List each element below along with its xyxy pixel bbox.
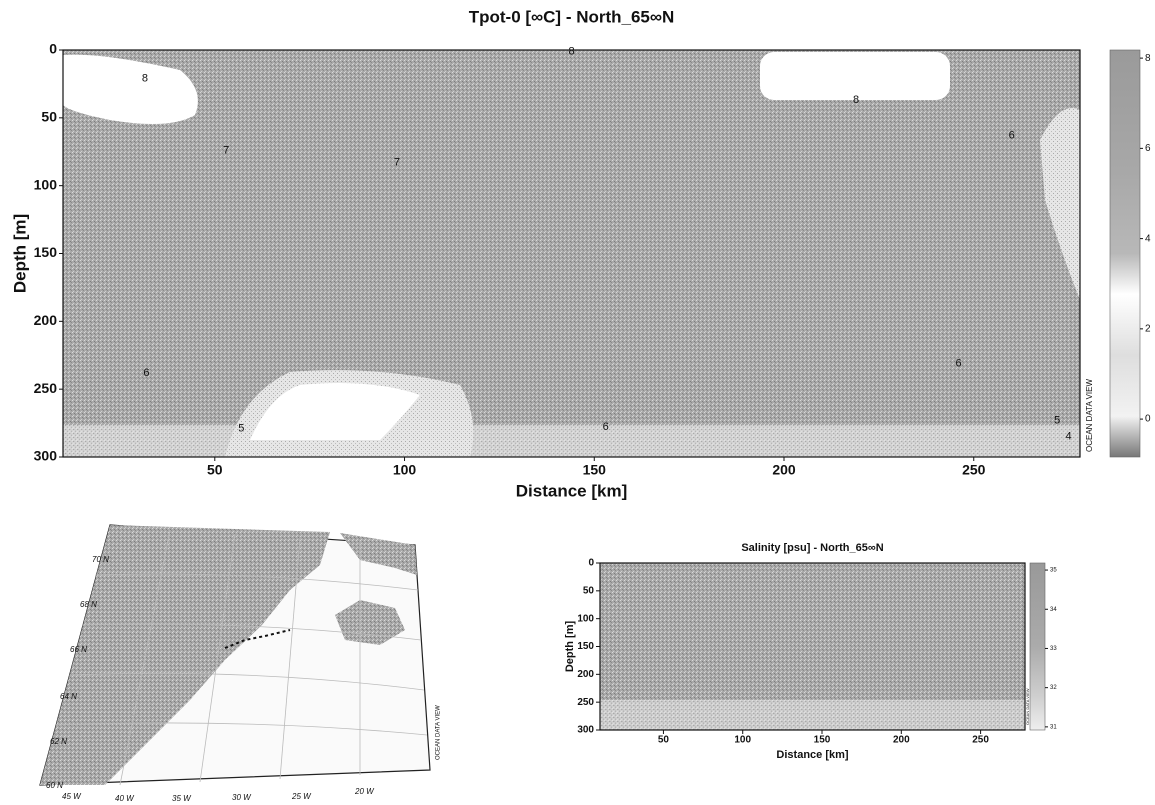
colorbar-tick-label: 8	[1145, 53, 1151, 64]
y-tick-label: 150	[34, 244, 58, 260]
y-tick-label: 300	[577, 725, 594, 736]
y-axis-label: Depth [m]	[564, 621, 576, 673]
y-tick-label: 300	[34, 448, 58, 464]
y-tick-label: 200	[34, 312, 58, 328]
colorbar-tick-label: 2	[1145, 323, 1151, 334]
colorbar	[1029, 562, 1046, 731]
map-lat-label: 64 N	[60, 692, 77, 701]
map	[39, 524, 431, 786]
y-tick-label: 100	[577, 613, 594, 624]
x-axis-label: Distance [km]	[776, 749, 848, 761]
contour-label: 6	[956, 357, 962, 369]
map-lat-label: 66 N	[70, 645, 87, 654]
x-tick-label: 50	[658, 735, 670, 746]
y-tick-label: 0	[588, 558, 594, 569]
x-tick-label: 100	[393, 462, 417, 478]
x-tick-label: 250	[972, 735, 989, 746]
y-tick-label: 100	[34, 176, 58, 192]
colorbar-tick-label: 33	[1050, 646, 1057, 652]
map-lon-label: 25 W	[291, 792, 312, 801]
y-axis-label: Depth [m]	[10, 214, 29, 293]
field	[63, 50, 1080, 457]
y-tick-label: 250	[34, 380, 58, 396]
contour-label: 5	[238, 422, 244, 434]
x-tick-label: 50	[207, 462, 223, 478]
y-tick-label: 250	[577, 697, 594, 708]
y-tick-label: 200	[577, 669, 594, 680]
contour-label: 7	[394, 157, 400, 169]
map-credit: OCEAN DATA VIEW	[436, 705, 442, 760]
colorbar	[1109, 49, 1141, 458]
contour-label: 6	[603, 421, 609, 433]
watermark: OCEAN DATA VIEW	[1085, 379, 1094, 452]
map-lon-label: 35 W	[172, 794, 192, 803]
x-tick-label: 250	[962, 462, 986, 478]
contour-label: 7	[223, 144, 229, 156]
contour-label: 5	[1054, 414, 1060, 426]
x-tick-label: 150	[814, 735, 831, 746]
y-tick-label: 0	[49, 41, 57, 57]
map-lon-label: 45 W	[62, 792, 82, 801]
overlay: Tpot-0 [∞C] - North_65∞N50 100 150 200 25005…	[10, 7, 1151, 803]
colorbar-tick-label: 32	[1050, 685, 1057, 691]
x-tick-label: 100	[734, 735, 751, 746]
watermark: OCEAN DATA VIEW	[1025, 688, 1030, 725]
field-patches	[600, 700, 1025, 730]
y-tick-label: 150	[577, 641, 594, 652]
map-lon-label: 20 W	[354, 787, 375, 796]
contour-label: 4	[1066, 431, 1072, 443]
chart-title: Salinity [psu] - North_65∞N	[741, 542, 883, 554]
colorbar-tick-label: 34	[1050, 607, 1057, 613]
contour-label: 8	[568, 45, 574, 57]
colorbar-tick-label: 0	[1145, 414, 1151, 425]
chart-title: Tpot-0 [∞C] - North_65∞N	[469, 7, 675, 26]
y-tick-label: 50	[583, 585, 595, 596]
x-axis-label: Distance [km]	[516, 481, 627, 500]
x-tick-label: 200	[772, 462, 796, 478]
map-lon-label: 40 W	[115, 794, 135, 803]
x-tick-label: 200	[893, 735, 910, 746]
field-patches	[63, 52, 1080, 457]
contour-label: 6	[1009, 129, 1015, 141]
map-lat-label: 60 N	[46, 781, 63, 790]
contour-label: 8	[142, 72, 148, 84]
contour-label: 8	[853, 94, 859, 106]
map-lat-label: 68 N	[80, 600, 97, 609]
map-lon-label: 30 W	[232, 793, 252, 802]
field	[63, 50, 1080, 457]
colorbar-tick-label: 35	[1050, 568, 1057, 574]
colorbar-tick-label: 31	[1050, 724, 1057, 730]
y-tick-label: 50	[41, 109, 57, 125]
map-lat-label: 70 N	[92, 555, 109, 564]
colorbar-tick-label: 4	[1145, 233, 1151, 244]
contour-label: 6	[143, 367, 149, 379]
map-lat-label: 62 N	[50, 737, 67, 746]
x-tick-label: 150	[583, 462, 607, 478]
colorbar-tick-label: 6	[1145, 143, 1151, 154]
